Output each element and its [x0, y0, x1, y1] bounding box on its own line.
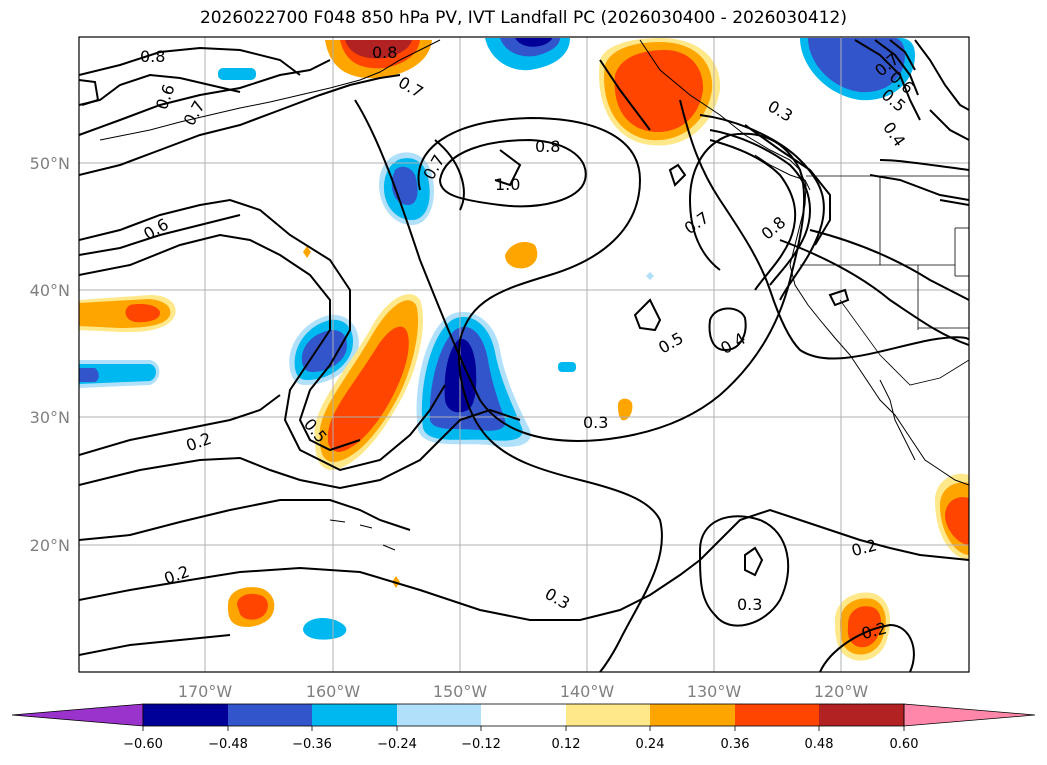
colorbar-segment	[650, 704, 735, 726]
colorbar-segment	[819, 704, 904, 726]
contour-label: 0.8	[372, 43, 397, 62]
colorbar-extension-high	[903, 703, 1036, 727]
colorbar-segment	[143, 704, 228, 726]
contour-label: 0.3	[583, 413, 608, 432]
colorbar-tick-label: 0.48	[805, 737, 834, 752]
lon-label: 150°W	[433, 682, 488, 701]
lon-label: 160°W	[306, 682, 361, 701]
contour-label: 0.3	[737, 595, 762, 614]
lat-label: 40°N	[30, 281, 70, 300]
contour-label: 0.8	[140, 47, 165, 66]
colorbar-segment	[228, 704, 312, 726]
graticule	[79, 37, 969, 672]
lon-label: 170°W	[178, 682, 233, 701]
colorbar-segment	[481, 704, 566, 726]
map-frame	[78, 36, 970, 673]
coastlines	[99, 39, 969, 551]
colorbar-tick-label: 0.12	[552, 737, 581, 752]
lat-label: 50°N	[30, 154, 70, 173]
boundaries	[800, 175, 969, 386]
contour-label: 1.0	[495, 175, 520, 194]
colorbar-tick-label: −0.60	[123, 737, 163, 752]
colorbar-tick-label: −0.24	[377, 737, 417, 752]
colorbar-extension-low	[11, 703, 144, 727]
map-panel: 0.8 0.6 0.7 0.8 0.7 0.7 0.8 1.0 0.6 0.7 …	[79, 37, 969, 672]
colorbar-tick-label: −0.12	[461, 737, 501, 752]
colorbar-tick-label: −0.48	[208, 737, 248, 752]
colorbar-segment	[312, 704, 397, 726]
colorbar-tick-label: 0.60	[890, 737, 919, 752]
lon-label: 120°W	[814, 682, 869, 701]
colorbar-segment	[566, 704, 650, 726]
lat-label: 20°N	[30, 536, 70, 555]
colorbar-tick-label: −0.36	[292, 737, 332, 752]
longitude-labels: 170°W 160°W 150°W 140°W 130°W 120°W	[178, 682, 869, 701]
colorbar-tick-label: 0.24	[636, 737, 665, 752]
lon-label: 130°W	[687, 682, 742, 701]
lon-label: 140°W	[560, 682, 615, 701]
colorbar-segment	[735, 704, 819, 726]
lat-label: 30°N	[30, 408, 70, 427]
colorbar: −0.60 −0.48 −0.36 −0.24 −0.12 0.12 0.24 …	[11, 703, 1036, 752]
map-title: 2026022700 F048 850 hPa PV, IVT Landfall…	[199, 8, 847, 28]
contour-label: 0.8	[535, 137, 560, 156]
pv-contours	[79, 39, 969, 672]
colorbar-segment	[397, 704, 481, 726]
latitude-labels: 50°N 40°N 30°N 20°N	[30, 154, 70, 555]
colorbar-tick-label: 0.36	[721, 737, 750, 752]
